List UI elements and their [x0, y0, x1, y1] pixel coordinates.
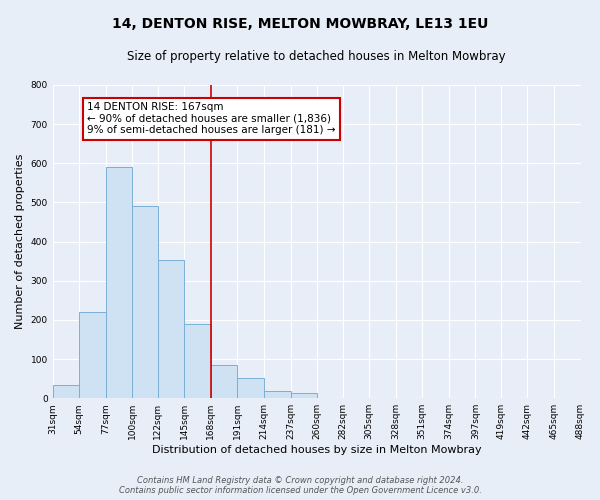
Text: Contains HM Land Registry data © Crown copyright and database right 2024.
Contai: Contains HM Land Registry data © Crown c…	[119, 476, 481, 495]
Bar	[238, 378, 264, 398]
Title: Size of property relative to detached houses in Melton Mowbray: Size of property relative to detached ho…	[127, 50, 506, 63]
Bar	[264, 391, 290, 398]
Bar	[133, 206, 158, 398]
Bar	[53, 386, 79, 398]
X-axis label: Distribution of detached houses by size in Melton Mowbray: Distribution of detached houses by size …	[152, 445, 481, 455]
Text: 14 DENTON RISE: 167sqm
← 90% of detached houses are smaller (1,836)
9% of semi-d: 14 DENTON RISE: 167sqm ← 90% of detached…	[87, 102, 335, 136]
Text: 14, DENTON RISE, MELTON MOWBRAY, LE13 1EU: 14, DENTON RISE, MELTON MOWBRAY, LE13 1E…	[112, 18, 488, 32]
Y-axis label: Number of detached properties: Number of detached properties	[15, 154, 25, 330]
Bar	[211, 365, 238, 398]
Bar	[106, 167, 133, 398]
Bar	[184, 324, 211, 398]
Bar	[290, 393, 317, 398]
Bar	[158, 260, 184, 398]
Bar	[79, 312, 106, 398]
